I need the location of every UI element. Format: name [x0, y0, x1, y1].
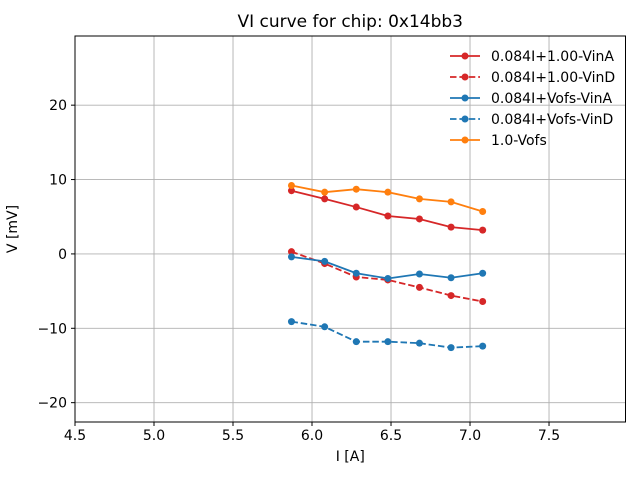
x-tick-label: 5.5	[222, 428, 244, 444]
y-tick-label: 0	[58, 247, 67, 263]
axes-spines	[74, 35, 626, 423]
legend-item: 0.084I+Vofs-VinD	[450, 112, 613, 128]
data-point-marker	[384, 212, 392, 220]
data-point-marker	[479, 342, 487, 350]
legend-item: 0.084I+1.00-VinD	[450, 70, 615, 86]
data-point-marker	[447, 292, 455, 300]
data-point-marker	[479, 226, 487, 234]
x-axis-label: I [A]	[336, 449, 365, 465]
data-point-marker	[321, 188, 329, 196]
data-point-marker	[352, 203, 360, 211]
data-point-marker	[384, 274, 392, 282]
grid	[74, 36, 626, 422]
x-tick-label: 4.5	[64, 428, 86, 444]
data-point-marker	[352, 185, 360, 193]
y-tick-label: −10	[37, 321, 67, 337]
data-point-marker	[352, 269, 360, 277]
data-point-marker	[287, 187, 295, 195]
series-1.0-Vofs	[287, 181, 487, 216]
legend-sample-marker	[461, 73, 469, 81]
data-point-marker	[447, 344, 455, 352]
legend-item: 0.084I+1.00-VinA	[450, 49, 614, 65]
data-point-marker	[447, 198, 455, 206]
data-point-marker	[415, 339, 423, 347]
data-point-marker	[287, 318, 295, 326]
y-tick-label: 20	[49, 98, 67, 114]
data-point-marker	[415, 215, 423, 223]
series-0.084I+Vofs-VinD	[287, 318, 487, 352]
data-point-marker	[287, 253, 295, 261]
data-point-marker	[479, 269, 487, 277]
x-tick-label: 6.0	[301, 428, 323, 444]
legend-item: 1.0-Vofs	[450, 133, 547, 149]
data-point-marker	[287, 181, 295, 189]
y-axis-label: V [mV]	[5, 205, 21, 253]
legend-label: 0.084I+1.00-VinA	[491, 49, 614, 65]
x-tick-label: 7.0	[459, 428, 481, 444]
legend-label: 0.084I+Vofs-VinA	[491, 91, 612, 107]
series-0.084I+1.00-VinA	[287, 187, 487, 234]
legend-sample-marker	[461, 52, 469, 60]
data-point-marker	[415, 283, 423, 291]
data-point-marker	[352, 338, 360, 346]
data-point-marker	[321, 195, 329, 203]
legend-sample-marker	[461, 94, 469, 102]
legend-label: 0.084I+Vofs-VinD	[491, 112, 613, 128]
legend-label: 1.0-Vofs	[491, 133, 547, 149]
data-point-marker	[287, 248, 295, 256]
x-tick-label: 5.0	[143, 428, 165, 444]
data-point-marker	[447, 274, 455, 282]
data-point-marker	[321, 323, 329, 331]
series-0.084I+Vofs-VinA	[287, 253, 487, 282]
legend-label: 0.084I+1.00-VinD	[491, 70, 615, 86]
y-tick-label: −20	[37, 396, 67, 412]
tick-group: 4.5 5.0 5.5 6.0 6.5 7.0 7.5 −20 −10 0 10 20	[37, 98, 560, 444]
legend-sample-marker	[461, 136, 469, 144]
x-tick-label: 6.5	[380, 428, 402, 444]
data-point-marker	[479, 208, 487, 216]
data-point-marker	[415, 195, 423, 203]
data-point-marker	[415, 270, 423, 278]
data-point-marker	[384, 338, 392, 346]
chart-title: VI curve for chip: 0x14bb3	[237, 12, 463, 32]
data-point-marker	[447, 223, 455, 231]
y-tick-label: 10	[49, 173, 67, 189]
legend: 0.084I+1.00-VinA 0.084I+1.00-VinD 0.084I+V…	[450, 49, 615, 149]
legend-sample-marker	[461, 115, 469, 123]
data-point-marker	[479, 298, 487, 306]
data-point-marker	[384, 188, 392, 196]
data-point-marker	[321, 257, 329, 265]
legend-item: 0.084I+Vofs-VinA	[450, 91, 612, 107]
x-tick-label: 7.5	[538, 428, 560, 444]
